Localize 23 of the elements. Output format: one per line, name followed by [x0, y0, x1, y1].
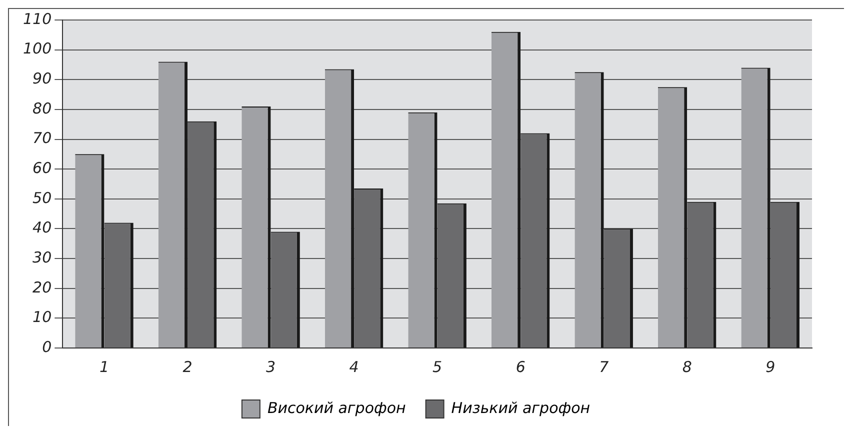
y-tick-label: 0 — [42, 338, 52, 356]
y-tick-label: 10 — [32, 308, 52, 326]
legend-label: Високий агрофон — [267, 398, 406, 417]
x-tick-label: 9 — [766, 358, 776, 376]
y-tick-label: 30 — [32, 248, 52, 266]
legend-label: Низький агрофон — [451, 398, 590, 417]
y-tick-label: 60 — [32, 158, 52, 177]
x-tick-label: 4 — [349, 358, 359, 376]
x-tick-label: 7 — [599, 358, 610, 376]
x-tick-label: 5 — [432, 358, 442, 376]
x-tick-label: 1 — [99, 358, 110, 376]
y-tick-label: 70 — [32, 129, 52, 148]
x-tick-label: 3 — [266, 358, 276, 376]
y-tick-label: 90 — [32, 70, 52, 88]
y-tick-label: 80 — [32, 99, 52, 118]
x-tick-label: 2 — [182, 358, 192, 376]
y-tick-label: 50 — [32, 188, 52, 207]
x-tick-label: 6 — [516, 358, 526, 376]
x-tick-label: 8 — [682, 358, 692, 376]
y-tick-label: 110 — [22, 10, 52, 28]
y-tick-label: 100 — [22, 40, 52, 58]
y-tick-label: 20 — [32, 278, 52, 296]
y-tick-label: 40 — [32, 218, 52, 237]
